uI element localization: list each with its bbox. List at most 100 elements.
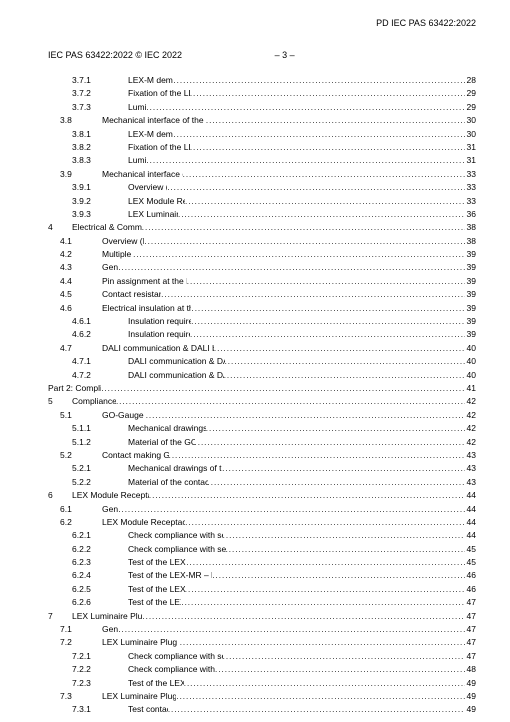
toc-title: DALI communication & DALI bus power at t… xyxy=(90,342,214,355)
toc-leader xyxy=(185,584,465,596)
toc-leader xyxy=(101,383,464,395)
toc-number: 5.2.2 xyxy=(48,476,116,489)
toc-row: 5Compliance test tools42 xyxy=(48,395,476,408)
toc-page-number: 39 xyxy=(465,315,476,328)
toc-title: LEX-M demarcation model xyxy=(116,128,173,141)
toc-number: 3.9.3 xyxy=(48,208,116,221)
toc-row: 4.6.1Insulation requirements for the LEX… xyxy=(48,315,476,328)
toc-leader xyxy=(173,129,464,141)
toc-row: Part 2: Compliance Tests41 xyxy=(48,382,476,395)
toc-leader xyxy=(146,102,464,114)
toc-leader xyxy=(225,356,465,368)
toc-row: 4.1Overview (Informative)38 xyxy=(48,235,476,248)
toc-leader xyxy=(206,115,465,127)
toc-page-number: 42 xyxy=(465,409,476,422)
toc-title: Test of the LEX-MR contact pins xyxy=(116,596,181,609)
toc-page-number: 48 xyxy=(465,663,476,676)
toc-number: 4.3 xyxy=(48,261,90,274)
toc-row: 3.9.2LEX Module Receptacle (LEX-MR)33 xyxy=(48,195,476,208)
toc-number: 4.6.1 xyxy=(48,315,116,328)
toc-page-number: 39 xyxy=(465,275,476,288)
toc-row: 5.1GO-Gauge for LEX-MR42 xyxy=(48,409,476,422)
toc-leader xyxy=(146,155,464,167)
toc-row: 4.7.1DALI communication & DALI bus power… xyxy=(48,355,476,368)
toc-number: 4.7.1 xyxy=(48,355,116,368)
toc-number: 7.2 xyxy=(48,636,90,649)
toc-row: 4.3General39 xyxy=(48,261,476,274)
toc-leader xyxy=(178,209,465,221)
toc-row: 6LEX Module Receptacle compliance tests4… xyxy=(48,489,476,502)
toc-title: DALI communication & DALI bus power requ… xyxy=(116,355,225,368)
toc-number: 4 xyxy=(48,221,60,234)
toc-number: 6.2.5 xyxy=(48,583,116,596)
toc-row: 4Electrical & Communication Interface38 xyxy=(48,221,476,234)
toc-page-number: 46 xyxy=(465,569,476,582)
toc-title: LEX Luminaire Plug mechanical interface … xyxy=(90,636,180,649)
toc-row: 7LEX Luminaire Plug compliance tests47 xyxy=(48,610,476,623)
toc-number: 7.3.1 xyxy=(48,703,116,716)
toc-leader xyxy=(118,504,464,516)
toc-leader xyxy=(167,182,464,194)
toc-title: Mechanical drawings of the GO-Gauge for … xyxy=(116,422,206,435)
toc-page-number: 47 xyxy=(465,650,476,663)
toc-leader xyxy=(222,463,464,475)
toc-row: 6.2.2Check compliance with section 3.9.2… xyxy=(48,543,476,556)
toc-title: General xyxy=(90,261,118,274)
toc-title: LEX Luminaire Plug (LEX-LP) xyxy=(116,208,178,221)
toc-title: Check compliance with section 3.9.2.1 (d… xyxy=(116,529,223,542)
toc-leader xyxy=(224,370,465,382)
toc-number: 7.2.2 xyxy=(48,663,116,676)
toc-page: { "doc_header": { "standard_code": "PD I… xyxy=(0,0,510,722)
toc-number: 3.7.3 xyxy=(48,101,116,114)
toc-row: 6.2.5Test of the LEX-MR contact plating4… xyxy=(48,583,476,596)
toc-title: DALI communication & DALI bus power requ… xyxy=(116,369,224,382)
toc-page-number: 40 xyxy=(465,355,476,368)
toc-row: 3.8.1LEX-M demarcation model 30 xyxy=(48,128,476,141)
toc-number: 3.8.1 xyxy=(48,128,116,141)
toc-title: LEX Module Receptacle mechanical interfa… xyxy=(90,516,185,529)
toc-leader xyxy=(190,329,465,341)
toc-row: 3.9Mechanical interface of the LEX-MR an… xyxy=(48,168,476,181)
toc-title: Insulation requirements for the LEX-M: xyxy=(116,328,190,341)
toc-number: 6.2.4 xyxy=(48,569,116,582)
table-of-contents: 3.7.1LEX-M demarcation model283.7.2Fixat… xyxy=(48,74,476,717)
toc-page-number: 33 xyxy=(465,195,476,208)
toc-page-number: 30 xyxy=(465,128,476,141)
toc-page-number: 31 xyxy=(465,141,476,154)
toc-page-number: 39 xyxy=(465,302,476,315)
toc-leader xyxy=(212,570,464,582)
toc-page-number: 43 xyxy=(465,476,476,489)
toc-title: Test of the LEX-LP contact plating xyxy=(116,677,184,690)
toc-row: 7.3.1Test contact resistance49 xyxy=(48,703,476,716)
toc-page-number: 49 xyxy=(465,677,476,690)
toc-row: 4.7.2DALI communication & DALI bus power… xyxy=(48,369,476,382)
toc-leader xyxy=(146,410,465,422)
toc-title: Insulation requirements for the LEX-LP: xyxy=(116,315,191,328)
toc-leader xyxy=(226,544,465,556)
toc-number: 3.8.2 xyxy=(48,141,116,154)
toc-title: Overview (informative) xyxy=(116,181,167,194)
toc-row: 4.2Multiple LEX-Bs39 xyxy=(48,248,476,261)
toc-page-number: 43 xyxy=(465,462,476,475)
toc-leader xyxy=(223,530,465,542)
toc-title: Test of the LEX-MR – bending of the latc… xyxy=(116,569,212,582)
toc-title: LEX Luminaire Plug electrical interface … xyxy=(90,690,176,703)
toc-leader xyxy=(208,477,465,489)
toc-number: 6 xyxy=(48,489,60,502)
toc-page-number: 47 xyxy=(465,596,476,609)
toc-number: 6.2 xyxy=(48,516,90,529)
toc-number: 4.6 xyxy=(48,302,90,315)
toc-row: 7.2.3Test of the LEX-LP contact plating4… xyxy=(48,677,476,690)
toc-page-number: 46 xyxy=(465,583,476,596)
toc-page-number: 39 xyxy=(465,288,476,301)
toc-number: 3.9 xyxy=(48,168,90,181)
toc-title: Mechanical drawings of the Contact makin… xyxy=(116,462,222,475)
toc-leader xyxy=(180,637,465,649)
toc-title: Electrical insulation at the Luminaire E… xyxy=(90,302,191,315)
toc-leader xyxy=(149,490,465,502)
toc-row: 5.1.2Material of the GO-Gauge for the LE… xyxy=(48,436,476,449)
toc-row: 3.9.3LEX Luminaire Plug (LEX-LP)36 xyxy=(48,208,476,221)
toc-page-number: 42 xyxy=(465,395,476,408)
toc-number: 5.1.1 xyxy=(48,422,116,435)
toc-title: General xyxy=(90,623,118,636)
